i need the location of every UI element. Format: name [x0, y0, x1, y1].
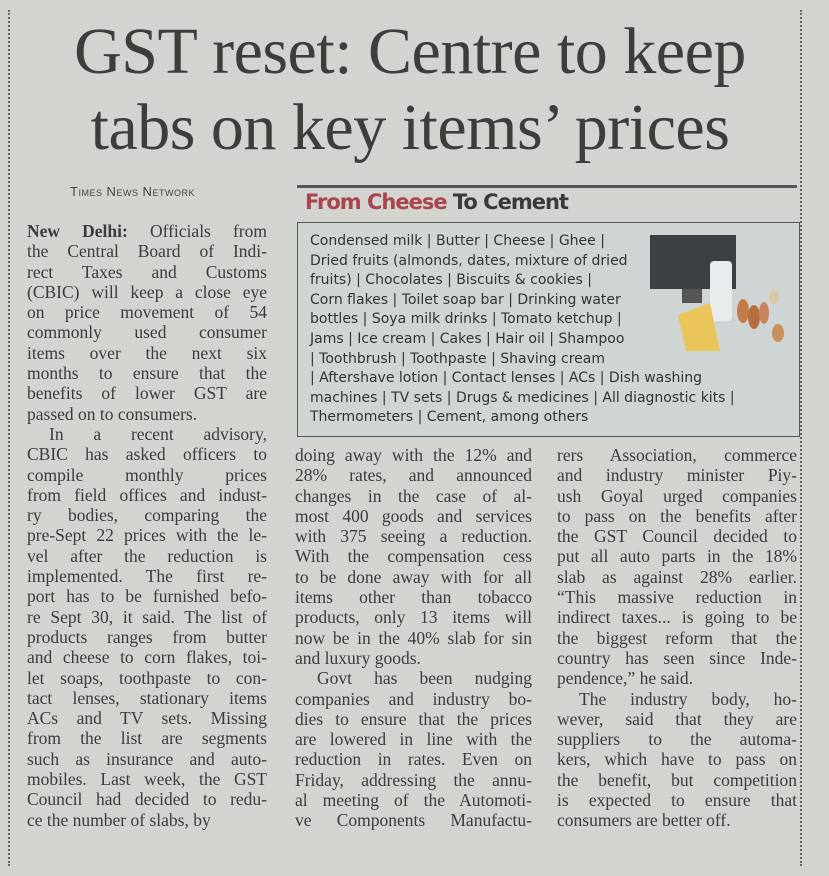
article-line: ve Components Manufactu-	[295, 810, 532, 831]
article-line: reduction in rates. Even on	[295, 749, 532, 770]
article-line: Govt has been nudging	[317, 668, 532, 689]
item-line: Condensed milk | Butter | Cheese | Ghee …	[310, 233, 605, 249]
article-line: and cheese to corn flakes, toi-	[27, 647, 267, 668]
article-line: ush Goyal urged companies	[557, 485, 797, 506]
article-line: ce the number of slabs, by	[27, 809, 211, 830]
article-line: and luxury goods.	[295, 647, 421, 668]
article-line: the benefit, but competition	[557, 769, 797, 790]
article-line: mobiles. Last week, the GST	[27, 769, 267, 790]
article-line: commonly used consumer	[27, 322, 267, 343]
article-line: port has to be furnished befo-	[27, 586, 267, 607]
article-line: now be in the 40% slab for sin	[295, 627, 532, 648]
article-column-3: rers Association, commerce and industry m…	[557, 445, 797, 831]
article-line: CBIC has asked officers to	[27, 444, 267, 465]
item-line: Jams | Ice cream | Cakes | Hair oil | Sh…	[310, 330, 625, 347]
item-line: machines | TV sets | Drugs & medicines |…	[310, 389, 735, 406]
article-line: kers, which have to pass on	[557, 749, 797, 770]
article-line: passed on to consumers.	[27, 403, 198, 424]
article-line: ACs and TV sets. Missing	[27, 708, 267, 729]
article-line: products, only 13 items will	[295, 607, 532, 628]
article-line: put all auto parts in the 18%	[557, 546, 797, 567]
article-line: dies to ensure that the prices	[295, 708, 532, 729]
article-line: country has seen since Inde-	[557, 647, 797, 668]
article-line: let soaps, toothpaste to con-	[27, 667, 267, 688]
article-line: items other than tobacco	[295, 587, 532, 608]
article-line: most 400 goods and services	[295, 505, 532, 526]
byline: Times News Network	[70, 184, 195, 199]
column-rule-left	[8, 10, 10, 866]
article-text: Officials from	[127, 221, 267, 241]
item-line: fruits) | Chocolates | Biscuits & cookie…	[310, 272, 593, 289]
article-line: such as insurance and auto-	[27, 748, 267, 769]
article-line: With the compensation cess	[295, 546, 532, 567]
article-line: the Central Board of Indi-	[27, 241, 267, 262]
item-line: Corn flakes | Toilet soap bar | Drinking…	[310, 291, 621, 308]
article-column-2: doing away with the 12% and 28% rates, an…	[295, 445, 532, 831]
article-line: to pass on the benefits after	[557, 505, 797, 526]
item-line: | Aftershave lotion | Contact lenses | A…	[310, 370, 703, 387]
article-line: pre-Sept 22 prices with the le-	[27, 525, 267, 546]
article-line: companies and industry bo-	[295, 688, 532, 709]
article-line: from the list are segments	[27, 728, 267, 749]
item-line: bottles | Soya milk drinks | Tomato ketc…	[310, 311, 622, 328]
article-line: on price movement of 54	[27, 302, 267, 323]
article-line: suppliers to the automa-	[557, 729, 797, 750]
article-line: is expected to ensure that	[557, 790, 797, 811]
headline-line-1: GST reset: Centre to keep	[74, 15, 746, 88]
article-line: items over the next six	[27, 342, 267, 363]
article-line: and industry minister Piy-	[557, 465, 797, 486]
article-line: pendence,” he said.	[557, 668, 694, 689]
article-line: al meeting of the Automoti-	[295, 790, 532, 811]
article-line: rers Association, commerce	[557, 445, 797, 465]
article-line: The industry body, ho-	[579, 688, 797, 709]
article-column-1: New Delhi: Officials from the Central Boa…	[27, 221, 267, 830]
dateline: New Delhi:	[27, 221, 128, 241]
article-line: months to ensure that the	[27, 363, 267, 384]
article-line: vel after the reduction is	[27, 545, 267, 566]
article-line: changes in the case of al-	[295, 485, 532, 506]
article-line: Friday, addressing the annu-	[295, 769, 532, 790]
item-line: Thermometers | Cement, among others	[310, 409, 589, 426]
item-line: | Toothbrush | Toothpaste | Shaving crea…	[310, 350, 605, 367]
article-line: implemented. The first re-	[27, 566, 267, 587]
article-line: “This massive reduction in	[557, 587, 797, 608]
sidebar-title: From Cheese To Cement	[305, 190, 569, 214]
article-line: are lowered in line with the	[295, 729, 532, 750]
article-line: wever, said that they are	[557, 708, 797, 729]
headline-line-2: tabs on key items’ prices	[90, 91, 730, 164]
article-line: consumers are better off.	[557, 810, 731, 831]
article-line: benefits of lower GST are	[27, 383, 267, 404]
article-line: doing away with the 12% and	[295, 445, 532, 465]
article-line: Council had decided to redu-	[27, 789, 267, 810]
article-line: re Sept 30, it said. The list of	[27, 606, 267, 627]
article-line: (CBIC) will keep a close eye	[27, 281, 267, 302]
sidebar-title-dark: To Cement	[452, 190, 569, 214]
article-line: In a recent advisory,	[49, 423, 267, 444]
article-line: New Delhi: Officials from	[27, 221, 267, 241]
article-line: 28% rates, and announced	[295, 465, 532, 486]
sidebar-title-red: From Cheese	[305, 190, 448, 214]
article-line: to be done away with for all	[295, 566, 532, 587]
item-line: Dried fruits (almonds, dates, mixture of…	[310, 252, 628, 269]
article-line: ry bodies, comparing the	[27, 505, 267, 526]
item-list: Condensed milk | Butter | Cheese | Ghee …	[310, 232, 760, 428]
column-rule-right	[800, 10, 802, 866]
article-line: from field offices and indust-	[27, 484, 267, 505]
sidebar-rule	[297, 185, 797, 188]
article-line: compile monthly prices	[27, 464, 267, 485]
article-line: products ranges from butter	[27, 626, 267, 647]
sidebar-box: Condensed milk | Butter | Cheese | Ghee …	[297, 222, 800, 437]
article-line: the biggest reform that the	[557, 627, 797, 648]
article-line: indirect taxes... is going to be	[557, 607, 797, 628]
article-line: with 375 seeing a reduction.	[295, 526, 532, 547]
article-line: slab as against 28% earlier.	[557, 566, 797, 587]
headline: GST reset: Centre to keep tabs on key it…	[20, 14, 800, 166]
article-line: tact lenses, stationary items	[27, 687, 267, 708]
products-illustration-icon	[650, 235, 784, 351]
article-line: rect Taxes and Customs	[27, 261, 267, 282]
article-line: the GST Council decided to	[557, 526, 797, 547]
